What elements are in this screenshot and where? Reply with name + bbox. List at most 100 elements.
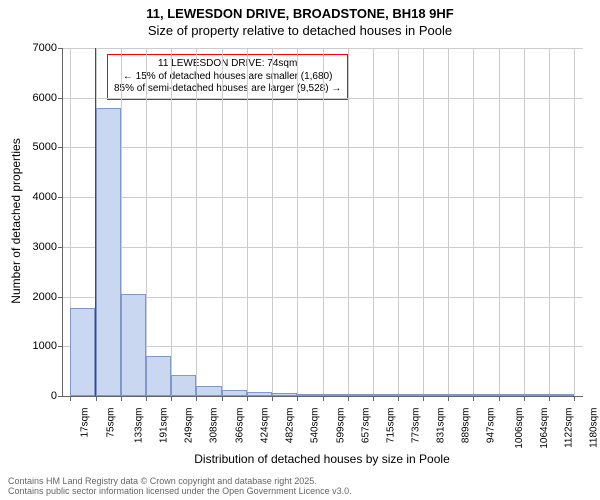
histogram-bar (247, 392, 272, 396)
grid-line-v (196, 48, 197, 396)
x-tick-label: 75sqm (105, 408, 116, 438)
y-tick-mark (58, 346, 63, 347)
x-tick-mark (398, 396, 399, 401)
footer: Contains HM Land Registry data © Crown c… (8, 476, 352, 496)
histogram-bar (524, 394, 549, 396)
grid-line-v (398, 48, 399, 396)
x-tick-mark (121, 396, 122, 401)
grid-line-v (348, 48, 349, 396)
x-tick-label: 308sqm (209, 408, 220, 444)
grid-line-v (146, 48, 147, 396)
histogram-bar (549, 394, 574, 396)
x-tick-label: 191sqm (158, 408, 169, 444)
y-tick-mark (58, 98, 63, 99)
x-tick-mark (524, 396, 525, 401)
histogram-bar (423, 394, 448, 396)
x-tick-label: 1180sqm (589, 408, 600, 448)
plot-area: 11 LEWESDON DRIVE: 74sqm ← 15% of detach… (62, 48, 583, 397)
y-tick-label: 4000 (33, 191, 57, 203)
grid-line-v (524, 48, 525, 396)
chart-title-line2: Size of property relative to detached ho… (0, 21, 600, 38)
x-tick-label: 133sqm (133, 408, 144, 444)
histogram-bar (348, 394, 373, 396)
y-axis-label: Number of detached properties (9, 121, 23, 321)
chart-container: 11, LEWESDON DRIVE, BROADSTONE, BH18 9HF… (0, 0, 600, 500)
grid-line-v (499, 48, 500, 396)
histogram-bar (473, 394, 499, 396)
histogram-bar (196, 386, 221, 396)
x-tick-mark (373, 396, 374, 401)
grid-line-v (423, 48, 424, 396)
histogram-bar (222, 390, 247, 396)
y-tick-label: 3000 (33, 241, 57, 253)
x-tick-label: 1122sqm (564, 408, 575, 448)
x-tick-label: 715sqm (385, 408, 396, 444)
x-tick-label: 482sqm (284, 408, 295, 444)
x-tick-label: 1064sqm (539, 408, 550, 449)
y-tick-label: 7000 (33, 42, 57, 54)
x-tick-mark (171, 396, 172, 401)
x-axis-label: Distribution of detached houses by size … (194, 452, 450, 466)
x-tick-label: 947sqm (486, 408, 497, 444)
footer-line2: Contains public sector information licen… (8, 486, 352, 496)
grid-line-v (171, 48, 172, 396)
histogram-bar (323, 394, 348, 396)
grid-line-h (63, 247, 583, 248)
x-tick-label: 831sqm (435, 408, 446, 444)
y-tick-label: 2000 (33, 291, 57, 303)
y-tick-mark (58, 197, 63, 198)
x-tick-mark (272, 396, 273, 401)
x-tick-mark (96, 396, 97, 401)
x-tick-mark (499, 396, 500, 401)
x-tick-label: 249sqm (183, 408, 194, 444)
y-tick-mark (58, 297, 63, 298)
grid-line-v (272, 48, 273, 396)
x-tick-label: 599sqm (335, 408, 346, 444)
grid-line-v (373, 48, 374, 396)
x-tick-label: 1006sqm (514, 408, 525, 449)
histogram-bar (499, 394, 524, 396)
x-tick-label: 540sqm (309, 408, 320, 444)
y-tick-label: 0 (51, 390, 57, 402)
footer-line1: Contains HM Land Registry data © Crown c… (8, 476, 352, 486)
x-tick-mark (448, 396, 449, 401)
x-tick-label: 657sqm (360, 408, 371, 444)
grid-line-v (574, 48, 575, 396)
grid-line-h (63, 197, 583, 198)
grid-line-v (222, 48, 223, 396)
grid-line-v (549, 48, 550, 396)
x-tick-mark (297, 396, 298, 401)
histogram-bar (96, 108, 121, 396)
x-tick-label: 366sqm (234, 408, 245, 444)
x-tick-mark (247, 396, 248, 401)
histogram-bar (398, 394, 423, 396)
x-tick-mark (323, 396, 324, 401)
x-tick-label: 17sqm (80, 408, 91, 438)
histogram-bar (121, 294, 146, 396)
x-tick-mark (70, 396, 71, 401)
histogram-bar (448, 394, 473, 396)
y-tick-mark (58, 48, 63, 49)
histogram-bar (146, 356, 171, 396)
y-tick-label: 6000 (33, 92, 57, 104)
grid-line-v (247, 48, 248, 396)
x-tick-mark (473, 396, 474, 401)
x-tick-mark (146, 396, 147, 401)
annotation-line1: 11 LEWESDON DRIVE: 74sqm (114, 58, 341, 71)
histogram-bar (272, 393, 297, 396)
histogram-bar (171, 375, 197, 396)
x-tick-mark (196, 396, 197, 401)
grid-line-h (63, 147, 583, 148)
y-tick-label: 1000 (33, 340, 57, 352)
annotation-line3: 85% of semi-detached houses are larger (… (114, 83, 341, 96)
annotation-box: 11 LEWESDON DRIVE: 74sqm ← 15% of detach… (107, 54, 348, 100)
x-tick-mark (574, 396, 575, 401)
histogram-bar (373, 394, 398, 396)
grid-line-v (448, 48, 449, 396)
x-tick-mark (549, 396, 550, 401)
x-tick-label: 424sqm (259, 408, 270, 444)
grid-line-v (297, 48, 298, 396)
grid-line-v (473, 48, 474, 396)
x-tick-label: 773sqm (410, 408, 421, 444)
x-tick-mark (348, 396, 349, 401)
